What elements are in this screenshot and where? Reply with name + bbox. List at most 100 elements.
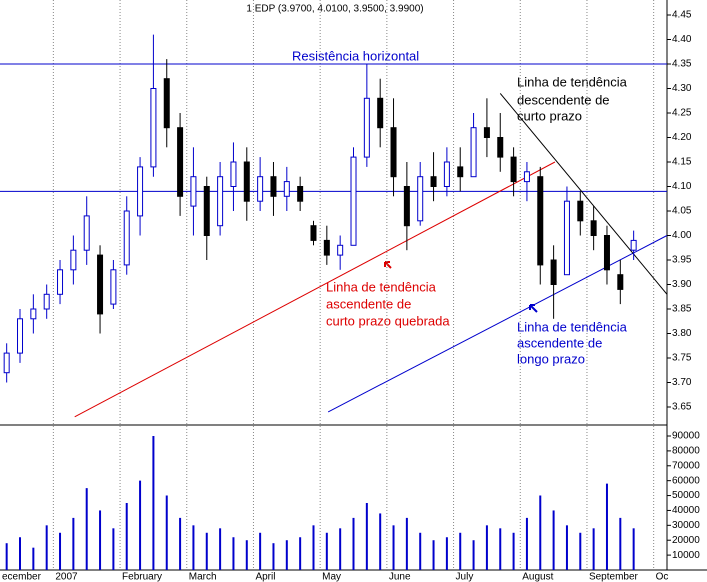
annotation: Linha de tendência [517, 319, 628, 334]
candle-body [363, 97, 370, 158]
candle-body [523, 171, 530, 183]
candle-body [70, 249, 77, 271]
y-tick-label: 3.65 [672, 402, 692, 413]
volume-tick-label: 60000 [672, 475, 700, 486]
candle-body [417, 176, 424, 222]
x-tick-label: July [456, 572, 474, 582]
candle-body [110, 269, 117, 305]
candle-body [390, 127, 397, 178]
annotation: longo prazo [517, 351, 585, 366]
candle-body [137, 166, 144, 217]
x-tick-label: May [322, 572, 341, 582]
candle-body [350, 156, 357, 246]
candle-body [297, 186, 304, 202]
x-tick-label: 2007 [55, 572, 78, 582]
trend-line [74, 161, 556, 418]
x-tick-label: Oc [656, 572, 669, 582]
candle-body [217, 176, 224, 227]
x-tick-label: February [122, 572, 162, 582]
candle-body [150, 88, 157, 168]
candle-body [190, 176, 197, 207]
trend-line [327, 235, 668, 413]
candle-body [17, 318, 24, 354]
annotation: curto prazo [517, 108, 582, 123]
y-tick-label: 4.10 [672, 181, 692, 192]
candle-body [443, 161, 450, 187]
candle-body [163, 78, 170, 129]
chart-title: 1 EDP (3.9700, 4.0100, 3.9500, 3.9900) [246, 4, 423, 15]
candle-body [57, 269, 64, 295]
y-tick-label: 4.30 [672, 83, 692, 94]
annotation: ascendente de [517, 335, 602, 350]
y-tick-label: 4.05 [672, 206, 692, 217]
y-tick-label: 3.85 [672, 304, 692, 315]
volume-tick-label: 70000 [672, 460, 700, 471]
volume-tick-label: 50000 [672, 490, 700, 501]
volume-tick-label: 10000 [672, 550, 700, 561]
candle-body [457, 166, 464, 178]
candle-body [310, 225, 317, 241]
candle-body [243, 161, 250, 202]
annotations: Resistência horizontal Linha de tendência… [292, 48, 628, 366]
candle-body [30, 308, 37, 320]
candle-body [377, 97, 384, 129]
y-tick-label: 4.40 [672, 34, 692, 45]
candle-body [563, 200, 570, 276]
volume-tick-label: 80000 [672, 446, 700, 457]
x-tick-label: ecember [2, 572, 42, 582]
y-tick-label: 3.75 [672, 353, 692, 364]
y-tick-label: 4.20 [672, 132, 692, 143]
candle-body [630, 239, 637, 251]
x-tick-label: April [255, 572, 275, 582]
y-tick-label: 3.70 [672, 377, 692, 388]
arrow [384, 261, 392, 269]
candle-body [283, 181, 290, 197]
candle-body [497, 137, 504, 158]
y-tick-label: 4.35 [672, 59, 692, 70]
candle-body [177, 127, 184, 197]
candle-body [483, 127, 490, 138]
candle-body [577, 200, 584, 222]
candle-body [123, 210, 130, 266]
candle-body [323, 239, 330, 256]
annotation: ascendente de [326, 296, 411, 311]
trend-line [499, 93, 668, 295]
candle-body [430, 176, 437, 187]
candle-body [603, 235, 610, 271]
candle-body [43, 293, 50, 310]
y-tick-label: 4.00 [672, 230, 692, 241]
x-tick-label: June [389, 572, 411, 582]
candle-body [337, 244, 344, 256]
annotation: curto prazo quebrada [326, 313, 450, 328]
candle-body [97, 254, 104, 315]
candle-body [3, 352, 10, 374]
volume-tick-label: 40000 [672, 505, 700, 516]
candle-body [270, 176, 277, 197]
candle-body [510, 156, 517, 183]
y-tick-label: 3.95 [672, 255, 692, 266]
y-tick-label: 4.15 [672, 157, 692, 168]
annotation: descendente de [517, 92, 610, 107]
y-tick-label: 4.25 [672, 108, 692, 119]
volume-tick-label: 90000 [672, 431, 700, 442]
annotation: Resistência horizontal [292, 48, 419, 63]
candle-body [470, 127, 477, 178]
candle-body [550, 259, 557, 285]
x-tick-label: September [589, 572, 639, 582]
annotation: Linha de tendência [326, 279, 437, 294]
candle-body [203, 186, 210, 236]
candle-body [617, 274, 624, 290]
volume-tick-label: 30000 [672, 520, 700, 531]
x-tick-label: March [189, 572, 217, 582]
x-tick-label: August [522, 572, 553, 582]
candle-body [257, 176, 264, 202]
annotation: Linha de tendência [517, 74, 628, 89]
volume-tick-label: 20000 [672, 535, 700, 546]
y-tick-label: 4.45 [672, 10, 692, 21]
candle-body [537, 176, 544, 266]
y-tick-label: 3.80 [672, 328, 692, 339]
candle-body [590, 220, 597, 237]
candle-body [230, 161, 237, 187]
candle-body [403, 186, 410, 227]
